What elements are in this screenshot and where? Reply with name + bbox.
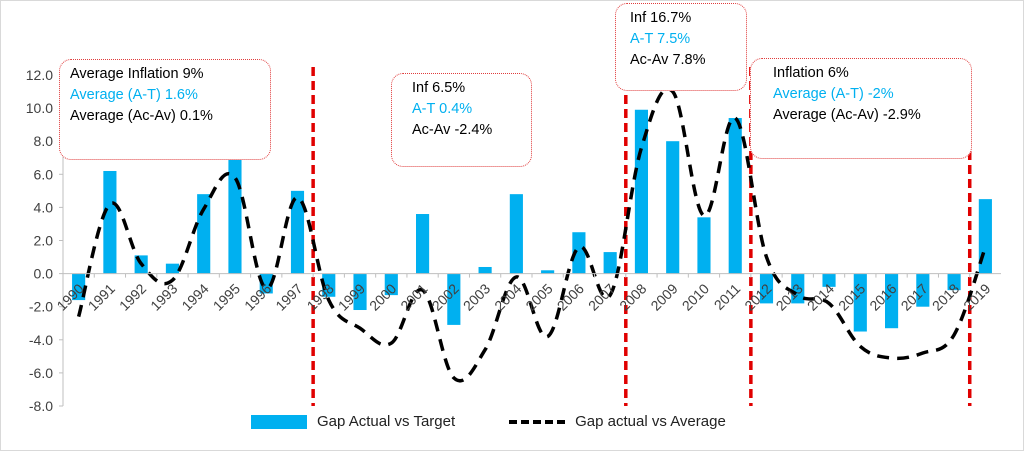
x-tick-label: 1995 [210, 280, 243, 313]
x-tick-label: 2011 [711, 280, 744, 313]
y-tick-label: -6.0 [29, 365, 53, 381]
legend-item-bar: Gap Actual vs Target [251, 413, 455, 430]
y-tick-label: 6.0 [34, 166, 54, 182]
legend-item-line: Gap actual vs Average [509, 413, 726, 430]
annotation-line: Average (Ac-Av) 0.1% [70, 108, 213, 124]
bar [791, 273, 805, 304]
bar [509, 194, 523, 274]
bar [259, 273, 273, 294]
bar [759, 273, 774, 304]
x-tick-label: 1992 [116, 280, 149, 313]
bar [228, 142, 242, 274]
x-tick-label: 2006 [554, 280, 587, 313]
annotation-box-1990-1997: Average Inflation 9% Average (A-T) 1.6% … [59, 59, 271, 160]
annotation-line: Inf 16.7% [630, 10, 692, 26]
bar [885, 273, 899, 329]
x-tick-label: 2010 [679, 280, 712, 313]
y-axis: 12.0 10.0 8.0 6.0 4.0 2.0 0.0 -2.0 -4.0 -6.0 -8.0 [26, 67, 64, 414]
y-tick-label: 12.0 [26, 67, 53, 83]
annotation-line: A-T 0.4% [412, 101, 473, 117]
x-tick-label: 2008 [616, 280, 649, 313]
annotation-line: Average Inflation 9% [70, 66, 204, 82]
y-tick-label: 2.0 [34, 233, 54, 249]
annotation-box-2008-2011: Inf 16.7% A-T 7.5% Ac-Av 7.8% [615, 3, 747, 91]
legend-swatch-line [509, 419, 566, 424]
bar [634, 109, 648, 274]
bar [697, 217, 711, 274]
bar [916, 273, 930, 307]
bar [541, 270, 555, 274]
x-tick-label: 2003 [460, 280, 493, 313]
series-line [76, 87, 988, 383]
bar [416, 214, 430, 274]
bar-series [72, 109, 992, 332]
y-tick-label: 0.0 [34, 266, 54, 282]
annotation-line: Ac-Av 7.8% [630, 52, 706, 68]
annotation-line: Average (Ac-Av) -2.9% [773, 107, 921, 123]
bar [72, 273, 86, 301]
annotation-line: Inf 6.5% [412, 80, 466, 96]
x-tick-label: 1994 [178, 280, 211, 313]
x-tick-label: 1997 [272, 280, 305, 313]
y-tick-label: 4.0 [34, 199, 54, 215]
bar [572, 232, 586, 274]
legend: Gap Actual vs Target Gap actual vs Avera… [251, 413, 726, 430]
bar [947, 273, 961, 291]
x-tick-label: 1993 [147, 280, 180, 313]
x-tick-label: 2019 [960, 280, 993, 313]
x-tick-label: 2009 [647, 280, 680, 313]
bar [822, 273, 836, 287]
legend-label: Gap actual vs Average [575, 413, 726, 430]
bar [103, 170, 117, 274]
bar [478, 266, 492, 274]
line-series [76, 87, 988, 383]
y-tick-label: -4.0 [29, 332, 53, 348]
annotation-line: Inflation 6% [773, 65, 849, 81]
bar [853, 273, 867, 332]
annotation-line: Ac-Av -2.4% [412, 122, 493, 138]
bar [290, 190, 305, 274]
x-tick-label: 2004 [491, 280, 524, 313]
bar [384, 273, 398, 296]
annotation-line: Average (A-T) -2% [773, 86, 894, 102]
bar [447, 273, 461, 325]
y-tick-label: 8.0 [34, 133, 54, 149]
x-tick-label: 1991 [85, 280, 118, 313]
annotation-box-1998-2007: Inf 6.5% A-T 0.4% Ac-Av -2.4% [391, 73, 532, 167]
bar [666, 141, 680, 274]
annotation-box-2012-2019: Inflation 6% Average (A-T) -2% Average (… [750, 58, 972, 159]
bar [353, 273, 367, 311]
legend-swatch-bar [251, 414, 307, 429]
x-tick-label: 2001 [397, 280, 430, 313]
legend-label: Gap Actual vs Target [317, 413, 456, 430]
bar [165, 263, 179, 274]
annotation-line: A-T 7.5% [630, 31, 691, 47]
annotation-line: Average (A-T) 1.6% [70, 87, 198, 103]
bar [603, 252, 617, 274]
y-tick-label: -8.0 [29, 398, 53, 414]
y-tick-label: -2.0 [29, 299, 53, 315]
y-tick-label: 10.0 [26, 100, 53, 116]
bar [728, 118, 742, 274]
x-tick-label: 2005 [522, 280, 555, 313]
bar [322, 273, 336, 297]
